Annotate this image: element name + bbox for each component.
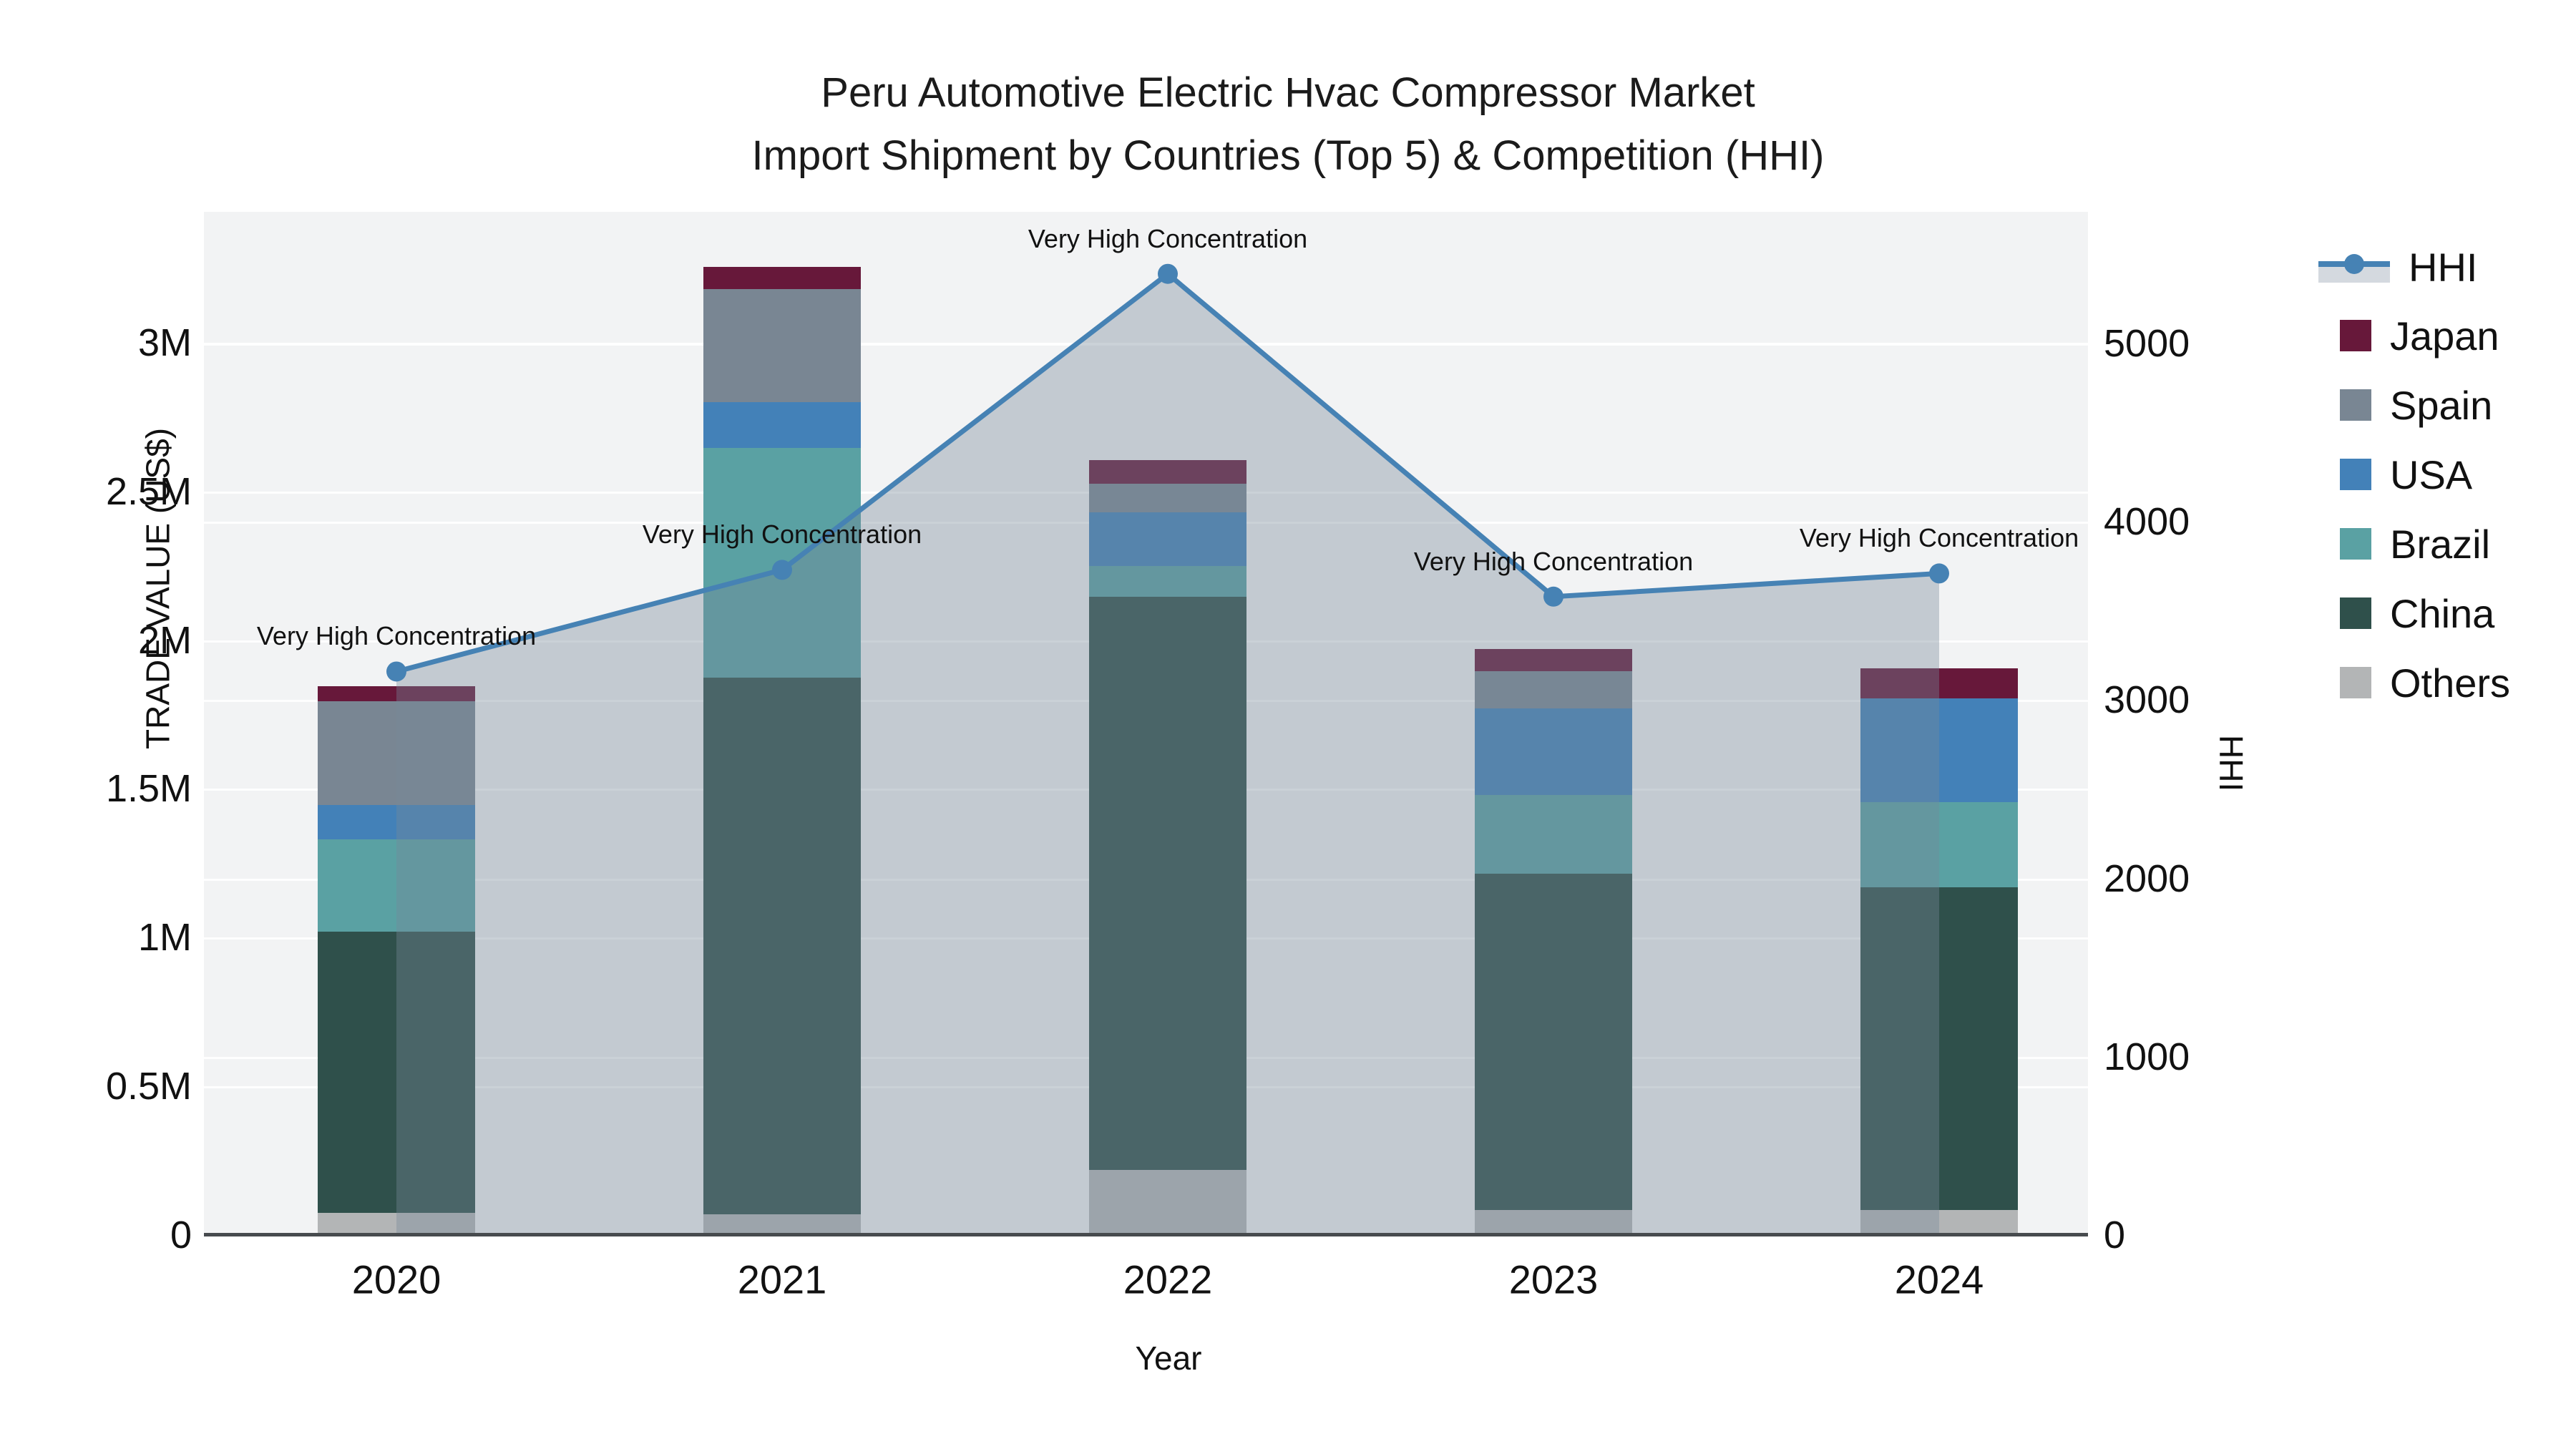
bar-segment-usa-2020[interactable] — [318, 805, 475, 840]
y-left-tick-0: 0 — [170, 1214, 192, 1257]
hhi-marker-2021[interactable] — [772, 560, 792, 580]
legend-label: USA — [2390, 452, 2473, 497]
bar-segment-others-2021[interactable] — [703, 1214, 861, 1235]
bar-segment-others-2020[interactable] — [318, 1212, 475, 1235]
chart-title-line1: Peru Automotive Electric Hvac Compressor… — [821, 69, 1755, 116]
legend-label: China — [2390, 590, 2495, 636]
legend-label: Others — [2390, 660, 2511, 706]
bar-segment-spain-2021[interactable] — [703, 289, 861, 403]
china-swatch-icon — [2340, 597, 2371, 629]
y-left-tick-2.5M: 2.5M — [105, 469, 192, 513]
bar-segment-spain-2020[interactable] — [318, 701, 475, 806]
x-tick-2022: 2022 — [1123, 1257, 1213, 1302]
y-right-tick-2000: 2000 — [2104, 857, 2190, 900]
x-tick-2024: 2024 — [1894, 1257, 1984, 1302]
plot-area: Very High Concentration Very High Concent… — [204, 212, 2088, 1236]
bar-segment-china-2023[interactable] — [1475, 873, 1632, 1210]
y-left-tick-3M: 3M — [137, 321, 192, 364]
annotation-2020: Very High Concentration — [256, 621, 537, 651]
legend-label: Japan — [2390, 313, 2499, 358]
gridline — [204, 343, 2088, 346]
y-left-tick-1.5M: 1.5M — [105, 767, 192, 811]
hhi-area-fill — [396, 273, 1939, 1235]
brazil-swatch-icon — [2340, 528, 2371, 560]
chart-title-line2: Import Shipment by Countries (Top 5) & C… — [751, 132, 1825, 179]
bar-segment-china-2022[interactable] — [1089, 597, 1246, 1170]
bar-segment-spain-2023[interactable] — [1475, 671, 1632, 709]
x-axis-title: Year — [1135, 1340, 1202, 1377]
others-swatch-icon — [2340, 667, 2371, 698]
bar-segment-japan-2023[interactable] — [1475, 649, 1632, 672]
hhi-marker-2023[interactable] — [1543, 586, 1563, 607]
legend-item-hhi[interactable]: HHI — [2318, 244, 2477, 290]
bar-segment-china-2020[interactable] — [318, 931, 475, 1213]
bar-segment-brazil-2022[interactable] — [1089, 565, 1246, 597]
bar-segment-brazil-2023[interactable] — [1475, 794, 1632, 874]
bar-segment-japan-2020[interactable] — [318, 686, 475, 701]
x-tick-2020: 2020 — [351, 1257, 441, 1302]
y-left-tick-2M: 2M — [137, 618, 192, 662]
bar-segment-china-2021[interactable] — [703, 677, 861, 1214]
y-right-tick-3000: 3000 — [2104, 678, 2190, 722]
y-right-tick-1000: 1000 — [2104, 1035, 2190, 1078]
legend-item-others[interactable]: Others — [2318, 660, 2510, 706]
legend-item-spain[interactable]: Spain — [2318, 382, 2492, 428]
bar-segment-usa-2024[interactable] — [1860, 698, 2018, 803]
bar-segment-usa-2021[interactable] — [703, 402, 861, 449]
x-axis-line — [204, 1233, 2088, 1236]
y-left-tick-0.5M: 0.5M — [105, 1065, 192, 1108]
y-left-tick-1M: 1M — [137, 916, 192, 960]
bar-segment-japan-2021[interactable] — [703, 266, 861, 290]
legend-item-usa[interactable]: USA — [2318, 452, 2472, 497]
hhi-marker-2022[interactable] — [1158, 263, 1178, 284]
bar-segment-japan-2024[interactable] — [1860, 668, 2018, 698]
hhi-line-swatch-icon — [2318, 248, 2390, 286]
legend-item-japan[interactable]: Japan — [2318, 313, 2499, 358]
y-right-tick-5000: 5000 — [2104, 321, 2190, 365]
legend-label: Spain — [2390, 382, 2493, 428]
bar-segment-japan-2022[interactable] — [1089, 460, 1246, 484]
bar-segment-others-2023[interactable] — [1475, 1209, 1632, 1235]
bar-segment-spain-2022[interactable] — [1089, 484, 1246, 512]
y-right-tick-4000: 4000 — [2104, 500, 2190, 544]
y-right-tick-0: 0 — [2104, 1214, 2126, 1257]
y-axis-left-title: TRADE VALUE (US$) — [139, 427, 177, 749]
legend-item-china[interactable]: China — [2318, 590, 2494, 636]
bar-segment-brazil-2024[interactable] — [1860, 802, 2018, 887]
japan-swatch-icon — [2340, 320, 2371, 351]
x-tick-2021: 2021 — [737, 1257, 827, 1302]
usa-swatch-icon — [2340, 459, 2371, 490]
annotation-2021: Very High Concentration — [642, 519, 922, 550]
bar-segment-usa-2023[interactable] — [1475, 708, 1632, 795]
x-tick-2023: 2023 — [1508, 1257, 1599, 1302]
legend-label: Brazil — [2390, 521, 2491, 567]
bar-segment-china-2024[interactable] — [1860, 887, 2018, 1210]
annotation-2024: Very High Concentration — [1799, 523, 2079, 553]
annotation-2023: Very High Concentration — [1413, 546, 1694, 576]
spain-swatch-icon — [2340, 389, 2371, 421]
bar-segment-brazil-2020[interactable] — [318, 839, 475, 932]
bar-segment-others-2022[interactable] — [1089, 1169, 1246, 1235]
legend-item-brazil[interactable]: Brazil — [2318, 521, 2490, 567]
hhi-marker-2020[interactable] — [386, 661, 406, 682]
annotation-2022: Very High Concentration — [1028, 223, 1308, 253]
bar-segment-others-2024[interactable] — [1860, 1209, 2018, 1235]
legend-label: HHI — [2409, 244, 2478, 290]
bar-segment-usa-2022[interactable] — [1089, 512, 1246, 566]
hhi-line-layer — [386, 263, 1949, 1235]
y-axis-right-title: HHI — [2212, 735, 2250, 792]
hhi-marker-2024[interactable] — [1929, 563, 1949, 584]
